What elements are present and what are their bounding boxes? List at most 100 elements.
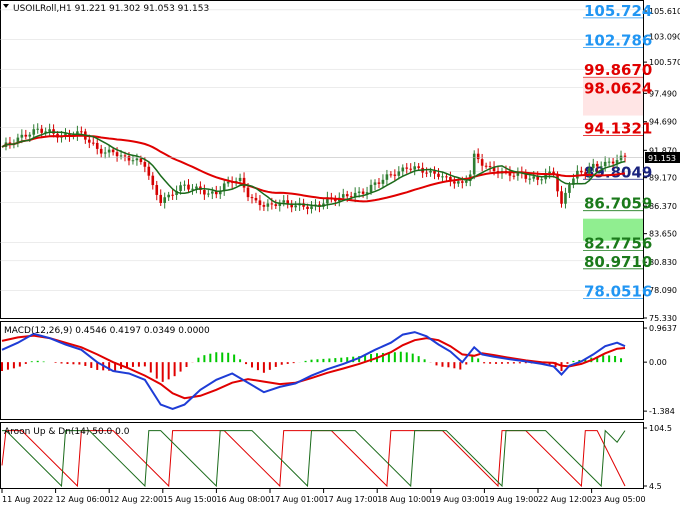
candle-body <box>548 171 551 174</box>
candle-body <box>369 184 373 193</box>
candle-body <box>214 191 218 195</box>
time-tick-label: 12 Aug 22:00 <box>109 495 163 504</box>
candle-body <box>365 192 369 194</box>
time-tick-label: 11 Aug 2022 <box>2 495 53 504</box>
main-panel-frame <box>0 0 644 319</box>
level-label: 98.0624 <box>584 80 652 98</box>
aroon-panel-frame <box>0 422 644 489</box>
candle-body <box>536 176 540 180</box>
candle-body <box>445 176 448 178</box>
level-lines: 105.724102.78699.867098.062494.132189.80… <box>0 2 652 300</box>
price-tick-label: 100.570 <box>649 58 680 67</box>
candle-body <box>532 176 536 179</box>
fast-moving-average-line <box>1 131 626 207</box>
candle-body <box>326 197 329 204</box>
candle-body <box>143 162 147 167</box>
candle-body <box>135 158 139 161</box>
candle-body <box>111 149 115 153</box>
level-label: 105.724 <box>584 2 652 20</box>
candle-body <box>556 174 559 192</box>
candle-body <box>349 196 353 198</box>
price-tick-label: 86.370 <box>649 202 677 211</box>
candle-body <box>127 156 131 161</box>
candle-body <box>270 203 274 205</box>
candle-body <box>429 170 432 173</box>
candle-body <box>262 205 266 207</box>
candle-body <box>115 152 119 157</box>
candle-body <box>389 174 393 176</box>
candle-body <box>28 134 32 137</box>
candle-body <box>449 177 452 182</box>
candlesticks <box>4 123 627 215</box>
candle-body <box>528 178 532 180</box>
candle-body <box>278 202 282 206</box>
candle-body <box>107 149 111 153</box>
aroon-axis: 104.5 4.5 <box>643 424 672 491</box>
time-tick-label: 22 Aug 12:00 <box>538 495 592 504</box>
candle-body <box>20 134 24 138</box>
price-tick-label: 103.090 <box>649 33 680 42</box>
price-tick-label: 91.870 <box>649 146 677 155</box>
candle-body <box>599 166 603 168</box>
current-price-label: 91.153 <box>648 154 676 163</box>
candle-body <box>484 165 488 167</box>
candle-body <box>87 139 91 143</box>
candle-body <box>195 186 198 189</box>
price-tick-label: 89.170 <box>649 174 677 183</box>
price-tick-label: 97.490 <box>649 89 677 98</box>
candle-body <box>286 200 290 204</box>
candle-body <box>123 155 127 157</box>
macd-tick-label: -1.384 <box>649 407 675 416</box>
candle-body <box>512 175 516 177</box>
candle-body <box>203 189 206 195</box>
candle-body <box>377 182 381 184</box>
candle-body <box>584 172 587 174</box>
candle-body <box>353 192 357 197</box>
candle-body <box>508 171 512 176</box>
candle-body <box>226 181 230 184</box>
candle-body <box>480 159 484 166</box>
candle-body <box>290 203 293 208</box>
candle-body <box>433 170 436 174</box>
candle-body <box>595 163 599 167</box>
candle-body <box>16 137 20 144</box>
candle-body <box>155 185 159 195</box>
candle-body <box>258 200 262 206</box>
candle-body <box>591 163 595 169</box>
candle-body <box>345 194 349 197</box>
candle-body <box>397 171 401 176</box>
level-zone-red <box>583 77 643 116</box>
candle-body <box>381 179 385 184</box>
dropdown-triangle-icon[interactable] <box>3 4 9 8</box>
price-tick-label: 105.610 <box>649 7 680 16</box>
candle-body <box>568 184 571 193</box>
candle-body <box>218 190 222 195</box>
candle-body <box>24 134 28 137</box>
macd-panel-frame <box>0 321 644 420</box>
candle-body <box>334 198 337 202</box>
level-label: 78.0516 <box>584 282 652 300</box>
symbol-header: USOILRoll,H1 91.221 91.302 91.053 91.153 <box>13 4 209 14</box>
candle-body <box>191 188 194 190</box>
time-tick-label: 12 Aug 06:00 <box>56 495 110 504</box>
aroon-tick-label: 4.5 <box>649 482 662 491</box>
price-tick-label: 78.090 <box>649 286 677 295</box>
candle-body <box>580 170 583 173</box>
candle-body <box>472 153 476 175</box>
candle-body <box>266 203 270 207</box>
candle-body <box>310 206 313 209</box>
candle-body <box>611 161 615 164</box>
level-label: 99.8670 <box>584 61 652 79</box>
candle-body <box>619 155 623 161</box>
candle-body <box>274 204 278 206</box>
candle-body <box>68 133 71 137</box>
candle-body <box>246 187 250 198</box>
level-label: 94.1321 <box>584 119 652 137</box>
candle-body <box>147 166 151 176</box>
aroon-tick-label: 104.5 <box>649 424 672 433</box>
level-label: 86.7059 <box>584 195 652 213</box>
candle-body <box>607 161 611 163</box>
candle-body <box>211 191 214 194</box>
candle-body <box>357 191 361 193</box>
